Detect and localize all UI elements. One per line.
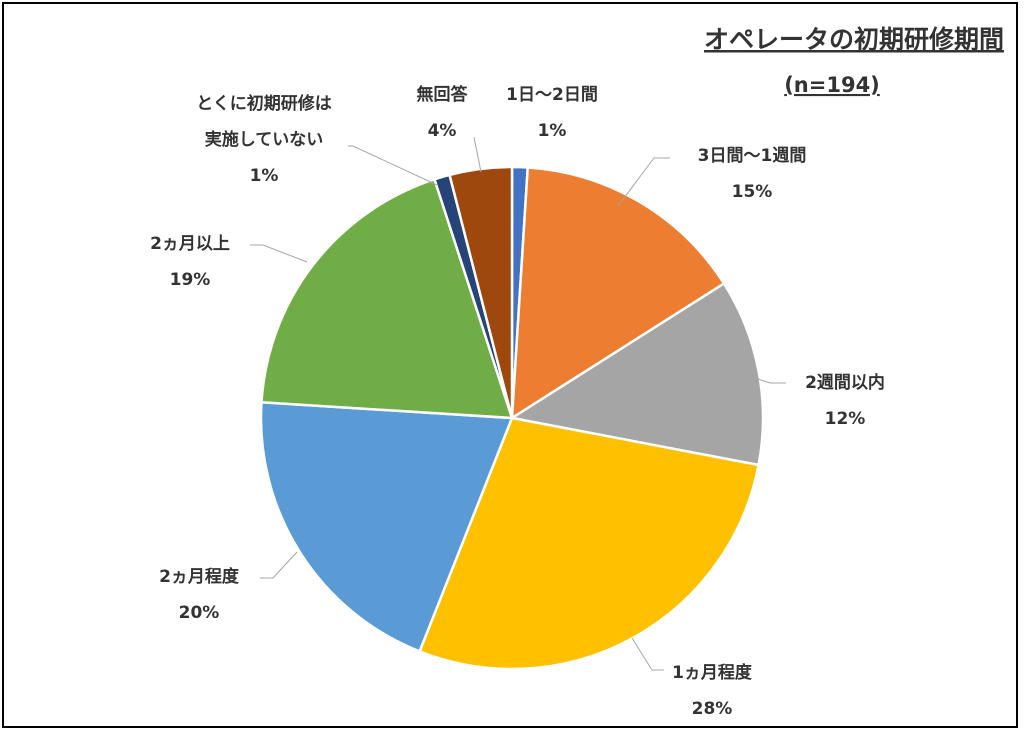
leader-line (631, 637, 664, 671)
slice-percent-label: 1% (250, 166, 279, 186)
slice-percent-label: 20% (179, 603, 220, 623)
leader-line (348, 145, 438, 186)
leader-line (748, 375, 786, 384)
slice-label: 1日〜2日間 (506, 85, 598, 105)
leader-line (250, 244, 308, 263)
slice-label: 2ヵ月程度 (159, 566, 240, 587)
pie-slice (510, 282, 765, 467)
slice-label: 無回答 (417, 84, 469, 105)
slice-percent-label: 4% (428, 121, 457, 141)
chart-subtitle: (n=194) (784, 73, 880, 97)
leader-line (260, 551, 298, 579)
pie-slice (259, 400, 514, 653)
slice-percent-label: 12% (825, 409, 866, 429)
chart-title: オペレータの初期研修期間 (704, 25, 1004, 54)
data-labels: 1日〜2日間 1% 3日間〜1週間 15% 2週間以内 12% 1ヵ月程度 28% 2ヵ月程度 2… (150, 84, 885, 719)
slice-percent-label: 1% (538, 121, 567, 141)
leader-line (473, 136, 482, 173)
leader-line (617, 157, 670, 207)
pie-slices (259, 165, 765, 671)
pie-slice (418, 416, 760, 671)
slice-label: 1ヵ月程度 (672, 662, 753, 683)
slice-label: 実施していない (205, 129, 324, 150)
pie-slice (260, 178, 514, 420)
slice-label: 2ヵ月以上 (150, 234, 230, 254)
slice-label: 3日間〜1週間 (698, 146, 807, 166)
slice-percent-label: 19% (170, 270, 211, 290)
slice-percent-label: 28% (692, 699, 733, 719)
slice-percent-label: 15% (732, 182, 773, 202)
slice-label: 2週間以内 (805, 372, 885, 393)
slice-label: とくに初期研修は (196, 93, 332, 114)
pie-slice (510, 166, 726, 420)
leader-lines (250, 136, 786, 671)
